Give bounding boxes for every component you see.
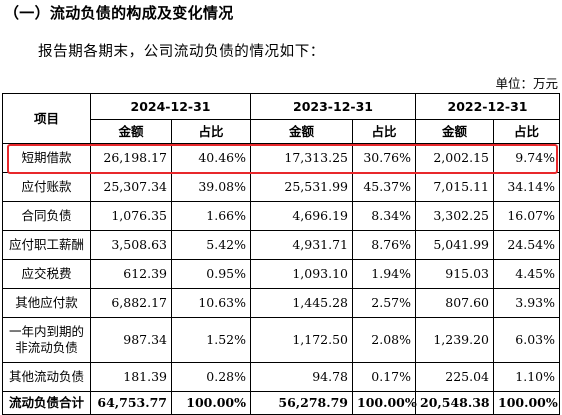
table-row: 其他流动负债 181.39 0.28% 94.78 0.17% 225.04 1… [2, 362, 560, 392]
cell-amount: 225.04 [415, 362, 494, 392]
row-label: 其他应付款 [2, 288, 91, 318]
period-header-2023: 2023-12-31 [250, 93, 416, 120]
cell-amount: 3,508.63 [90, 230, 172, 260]
cell-amount: 1,172.50 [250, 317, 353, 363]
ratio-header: 占比 [493, 119, 560, 144]
cell-ratio: 39.08% [171, 172, 251, 202]
cell-ratio: 40.46% [171, 143, 251, 173]
cell-amount: 181.39 [90, 362, 172, 392]
period-header-2024: 2024-12-31 [90, 93, 251, 120]
total-amount: 64,753.77 [90, 391, 172, 415]
table-row: 短期借款 26,198.17 40.46% 17,313.25 30.76% 2… [2, 143, 560, 173]
cell-amount: 6,882.17 [90, 288, 172, 318]
cell-amount: 25,307.34 [90, 172, 172, 202]
cell-amount: 1,239.20 [415, 317, 494, 363]
cell-amount: 1,076.35 [90, 201, 172, 231]
cell-amount: 7,015.11 [415, 172, 494, 202]
cell-ratio: 8.34% [352, 201, 416, 231]
cell-ratio: 0.28% [171, 362, 251, 392]
cell-amount: 2,002.15 [415, 143, 494, 173]
row-label: 合同负债 [2, 201, 91, 231]
ratio-header: 占比 [352, 119, 416, 144]
total-ratio: 100.00% [171, 391, 251, 415]
amount-header: 金额 [415, 119, 494, 144]
table-row: 其他应付款 6,882.17 10.63% 1,445.28 2.57% 807… [2, 288, 560, 318]
total-row: 流动负债合计 64,753.77 100.00% 56,278.79 100.0… [2, 391, 560, 415]
cell-ratio: 5.42% [171, 230, 251, 260]
cell-amount: 4,931.71 [250, 230, 353, 260]
cell-ratio: 10.63% [171, 288, 251, 318]
row-label: 应付账款 [2, 172, 91, 202]
cell-amount: 987.34 [90, 317, 172, 363]
cell-ratio: 4.45% [493, 259, 560, 289]
cell-ratio: 16.07% [493, 201, 560, 231]
cell-ratio: 0.95% [171, 259, 251, 289]
current-liabilities-table: 项目 2024-12-31 2023-12-31 2022-12-31 金额 占… [2, 93, 560, 415]
cell-amount: 1,093.10 [250, 259, 353, 289]
table-row: 应交税费 612.39 0.95% 1,093.10 1.94% 915.03 … [2, 259, 560, 289]
ratio-header: 占比 [171, 119, 251, 144]
table-row: 一年内到期的非流动负债 987.34 1.52% 1,172.50 2.08% … [2, 317, 560, 363]
table-row: 合同负债 1,076.35 1.66% 4,696.19 8.34% 3,302… [2, 201, 560, 231]
cell-amount: 26,198.17 [90, 143, 172, 173]
cell-ratio: 1.10% [493, 362, 560, 392]
table-row: 应付账款 25,307.34 39.08% 25,531.99 45.37% 7… [2, 172, 560, 202]
cell-ratio: 2.08% [352, 317, 416, 363]
row-label: 其他流动负债 [2, 362, 91, 392]
cell-amount: 5,041.99 [415, 230, 494, 260]
cell-amount: 915.03 [415, 259, 494, 289]
row-label: 应交税费 [2, 259, 91, 289]
row-label: 应付职工薪酬 [2, 230, 91, 260]
row-label: 一年内到期的非流动负债 [2, 317, 91, 363]
section-title: （一）流动负债的构成及变化情况 [4, 4, 234, 22]
total-ratio: 100.00% [493, 391, 560, 415]
total-ratio: 100.00% [352, 391, 417, 415]
cell-amount: 4,696.19 [250, 201, 353, 231]
cell-amount: 612.39 [90, 259, 172, 289]
item-column-header: 项目 [2, 93, 91, 144]
cell-ratio: 30.76% [352, 143, 416, 173]
cell-ratio: 45.37% [352, 172, 416, 202]
cell-ratio: 34.14% [493, 172, 560, 202]
total-amount: 56,278.79 [250, 391, 353, 415]
unit-label: 单位：万元 [495, 76, 558, 91]
table-row: 应付职工薪酬 3,508.63 5.42% 4,931.71 8.76% 5,0… [2, 230, 560, 260]
cell-ratio: 24.54% [493, 230, 560, 260]
cell-ratio: 0.17% [352, 362, 416, 392]
total-amount: 20,548.38 [415, 391, 494, 415]
cell-ratio: 1.66% [171, 201, 251, 231]
cell-ratio: 8.76% [352, 230, 416, 260]
total-label: 流动负债合计 [2, 391, 91, 415]
cell-amount: 17,313.25 [250, 143, 353, 173]
period-header-2022: 2022-12-31 [415, 93, 560, 120]
cell-ratio: 3.93% [493, 288, 560, 318]
cell-ratio: 1.52% [171, 317, 251, 363]
cell-ratio: 6.03% [493, 317, 560, 363]
cell-amount: 3,302.25 [415, 201, 494, 231]
amount-header: 金额 [250, 119, 353, 144]
row-label: 短期借款 [2, 143, 91, 173]
cell-amount: 94.78 [250, 362, 353, 392]
cell-ratio: 1.94% [352, 259, 416, 289]
cell-ratio: 2.57% [352, 288, 416, 318]
cell-amount: 807.60 [415, 288, 494, 318]
intro-paragraph: 报告期各期末，公司流动负债的情况如下： [38, 44, 325, 60]
amount-header: 金额 [90, 119, 172, 144]
cell-amount: 25,531.99 [250, 172, 353, 202]
cell-amount: 1,445.28 [250, 288, 353, 318]
cell-ratio: 9.74% [493, 143, 560, 173]
